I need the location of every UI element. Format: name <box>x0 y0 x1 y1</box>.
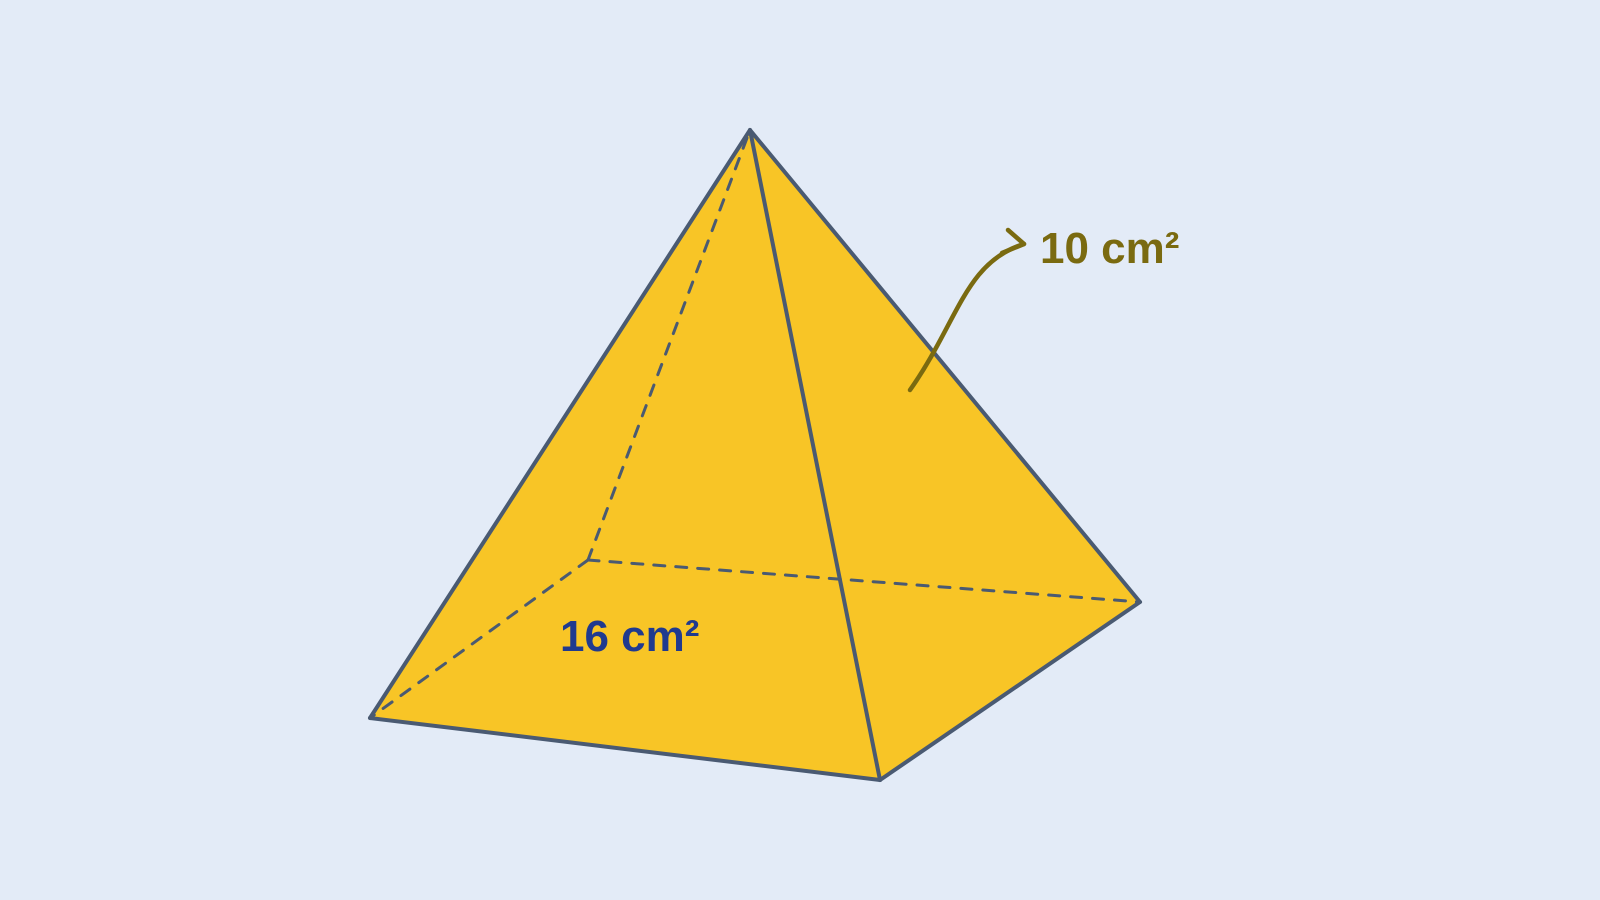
pyramid-svg <box>0 0 1600 900</box>
base-area-label: 16 cm² <box>560 612 699 662</box>
diagram-canvas: 16 cm² 10 cm² <box>0 0 1600 900</box>
face-area-label: 10 cm² <box>1040 224 1179 274</box>
